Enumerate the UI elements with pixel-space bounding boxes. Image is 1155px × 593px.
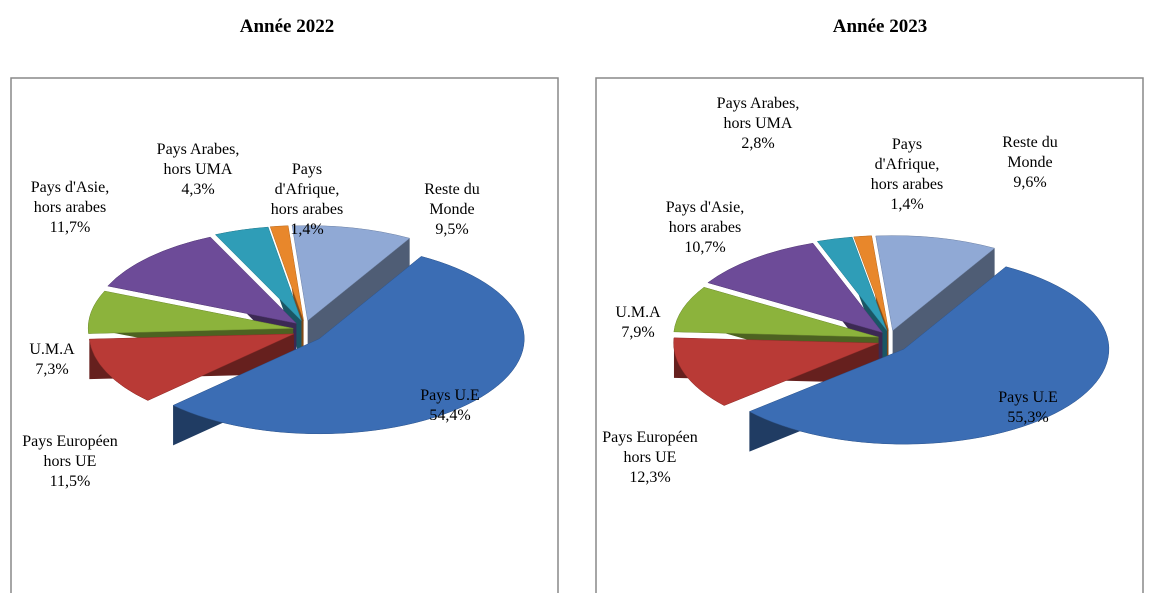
category-label: Pays Arabes, hors UMA — [716, 95, 800, 132]
category-label: Reste du Monde — [1002, 134, 1058, 171]
category-label: Pays d'Asie, hors arabes — [30, 179, 110, 216]
slice-label: Reste du Monde 9,6% — [982, 133, 1078, 193]
value-label: 9,5% — [435, 221, 469, 238]
slice-label: Pays Européen hors UE 11,5% — [22, 432, 118, 492]
value-label: 1,4% — [290, 221, 324, 238]
slice — [853, 235, 889, 331]
category-label: Pays d'Afrique, hors arabes — [870, 136, 944, 193]
value-label: 4,3% — [181, 181, 215, 198]
chart-frame — [10, 77, 559, 593]
slice — [107, 236, 298, 324]
value-label: 12,3% — [629, 469, 671, 486]
value-label: 10,7% — [684, 239, 726, 256]
chart-title: Année 2023 — [832, 16, 928, 37]
category-label: Pays U.E — [998, 389, 1058, 406]
value-label: 9,6% — [1013, 174, 1047, 191]
slice-label: Reste du Monde 9,5% — [404, 180, 500, 240]
slice — [816, 236, 888, 331]
value-label: 1,4% — [890, 196, 924, 213]
slice — [875, 235, 996, 332]
slice — [214, 226, 302, 322]
slice-label: U.M.A 7,3% — [4, 340, 100, 380]
slice-label: Pays Arabes, hors UMA 2,8% — [710, 94, 806, 154]
slice-label: Pays d'Asie, hors arabes 11,7% — [22, 178, 118, 238]
slice-label: Pays d'Afrique, hors arabes 1,4% — [259, 160, 355, 240]
chart-frame — [595, 77, 1144, 593]
slice-label: Pays d'Afrique, hors arabes 1,4% — [859, 135, 955, 215]
value-label: 7,9% — [621, 324, 655, 341]
category-label: Pays Arabes, hors UMA — [156, 141, 240, 178]
chart-title: Année 2022 — [239, 16, 335, 37]
category-label: Pays U.E — [420, 387, 480, 404]
slice — [707, 242, 884, 334]
category-label: Reste du Monde — [424, 181, 480, 218]
slice — [87, 290, 294, 334]
category-label: Pays Européen hors UE — [22, 433, 118, 470]
value-label: 54,4% — [429, 407, 471, 424]
value-label: 11,7% — [49, 219, 91, 236]
category-label: U.M.A — [29, 341, 75, 358]
category-label: Pays Européen hors UE — [602, 429, 698, 466]
slice — [673, 337, 879, 406]
value-label: 7,3% — [35, 361, 69, 378]
slice-label: Pays U.E 55,3% — [980, 388, 1076, 428]
slice-label: Pays Européen hors UE 12,3% — [602, 428, 698, 488]
slice — [89, 333, 295, 401]
value-label: 55,3% — [1007, 409, 1049, 426]
slice-label: Pays d'Asie, hors arabes 10,7% — [657, 198, 753, 258]
slice-label: U.M.A 7,9% — [590, 303, 686, 343]
category-label: U.M.A — [615, 304, 661, 321]
slice — [269, 225, 304, 321]
slice-label: Pays U.E 54,4% — [402, 386, 498, 426]
category-label: Pays d'Afrique, hors arabes — [270, 161, 344, 218]
category-label: Pays d'Asie, hors arabes — [665, 199, 745, 236]
value-label: 2,8% — [741, 135, 775, 152]
slice — [748, 266, 1110, 445]
slice — [172, 256, 525, 435]
slice-label: Pays Arabes, hors UMA 4,3% — [150, 140, 246, 200]
value-label: 11,5% — [49, 473, 91, 490]
slice — [291, 225, 411, 322]
slice — [673, 287, 879, 338]
